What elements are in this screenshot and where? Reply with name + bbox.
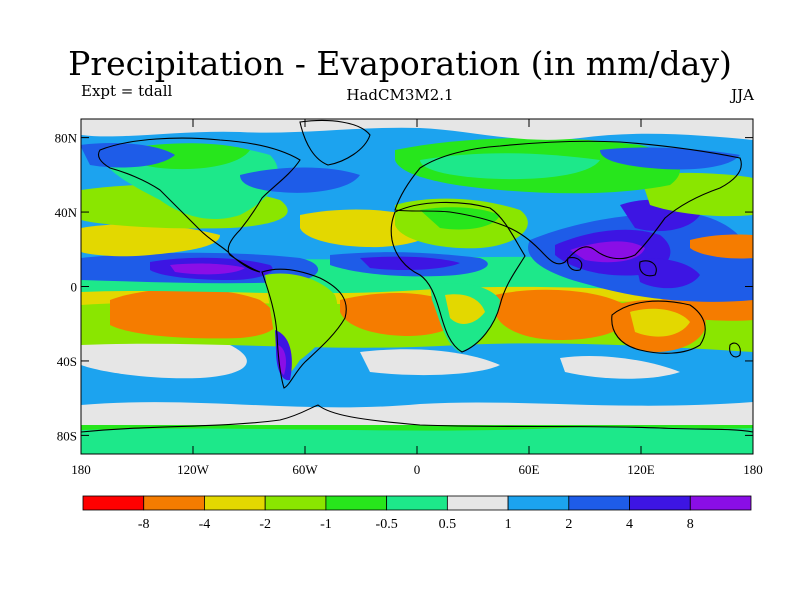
colorbar: -8 -4 -2 -1 -0.5 0.5 1 2 4 8 xyxy=(82,495,752,532)
lat-tick-label: 80S xyxy=(57,428,77,443)
experiment-label: Expt = tdall xyxy=(81,82,173,100)
lat-tick-label: 40N xyxy=(55,205,78,220)
lat-tick-label: 0 xyxy=(71,280,78,295)
season-label: JJA xyxy=(731,86,754,104)
coastlines xyxy=(81,119,753,433)
colorbar-label: 1 xyxy=(505,517,512,532)
lat-tick-label: 80N xyxy=(55,131,78,146)
latitude-axis: 80N 40N 0 40S 80S xyxy=(55,131,753,443)
colorbar-label: 2 xyxy=(565,517,572,532)
lon-tick-label: 120E xyxy=(627,462,655,477)
colorbar-label: -8 xyxy=(138,517,150,532)
colorbar-swatch xyxy=(446,495,509,511)
lon-tick-label: 0 xyxy=(414,462,421,477)
lon-tick-label: 60E xyxy=(519,462,540,477)
lat-tick-label: 40S xyxy=(57,354,77,369)
colorbar-swatch xyxy=(82,495,145,511)
colorbar-label: 0.5 xyxy=(439,517,457,532)
lon-tick-label: 60W xyxy=(292,462,318,477)
colorbar-label: 4 xyxy=(626,517,633,532)
lon-tick-label: 120W xyxy=(177,462,210,477)
model-label: HadCM3M2.1 xyxy=(346,86,454,104)
colorbar-label: 8 xyxy=(687,517,694,532)
colorbar-label: -1 xyxy=(320,517,332,532)
colorbar-label: -4 xyxy=(199,517,211,532)
lon-tick-label: 180 xyxy=(743,462,763,477)
lon-tick-label: 180 xyxy=(71,462,91,477)
colorbar-swatch xyxy=(629,495,691,511)
colorbar-swatch xyxy=(325,495,388,511)
colorbar-swatch xyxy=(264,495,327,511)
colorbar-swatch xyxy=(568,495,630,511)
colorbar-swatch xyxy=(386,495,448,511)
colorbar-swatch xyxy=(204,495,266,511)
colorbar-swatch xyxy=(143,495,205,511)
colorbar-label: -0.5 xyxy=(376,517,398,532)
chart-title: Precipitation - Evaporation (in mm/day) xyxy=(68,44,732,83)
longitude-axis: 180 120W 60W 0 60E 120E 180 xyxy=(71,119,763,477)
colorbar-label: -2 xyxy=(259,517,271,532)
pe-field xyxy=(81,119,753,454)
colorbar-swatch xyxy=(689,495,752,511)
colorbar-swatch xyxy=(507,495,570,511)
